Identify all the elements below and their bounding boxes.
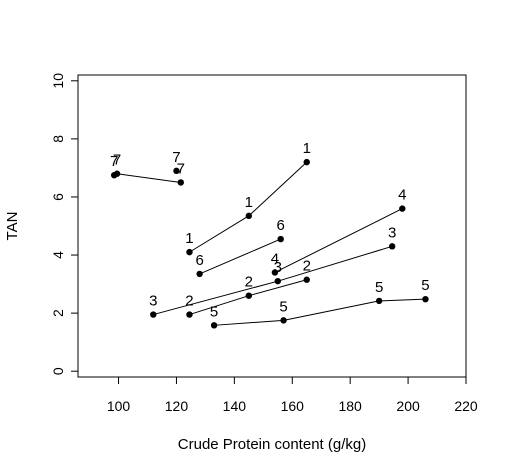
- series-line: [283, 300, 380, 321]
- series-line: [189, 215, 250, 253]
- y-tick-label: 0: [50, 367, 66, 375]
- y-axis: 0 2 4 6 8 10: [50, 73, 79, 375]
- data-point: [210, 322, 218, 329]
- data-point: [375, 297, 383, 305]
- point-label: 6: [277, 217, 285, 234]
- point-label: 2: [303, 258, 311, 275]
- data-point: [186, 248, 193, 256]
- point-label: 5: [210, 303, 218, 320]
- point-label: 5: [279, 298, 287, 315]
- y-tick-label: 4: [50, 251, 66, 259]
- y-tick-label: 6: [50, 193, 66, 201]
- series-line: [117, 173, 181, 183]
- x-axis-title: Crude Protein content (g/kg): [178, 436, 366, 453]
- series-line: [153, 280, 278, 316]
- point-label: 3: [388, 224, 396, 241]
- series-line: [199, 238, 281, 275]
- series-points: [110, 158, 429, 329]
- x-tick-label: 220: [454, 398, 478, 414]
- point-label: 3: [274, 259, 282, 276]
- data-point: [245, 212, 253, 220]
- point-label: 5: [375, 279, 383, 296]
- plot-frame: [77, 74, 467, 378]
- y-axis-title: TAN: [4, 212, 21, 241]
- x-axis: 100 120 140 160 180 200 220: [107, 376, 478, 414]
- data-point: [173, 167, 180, 175]
- x-tick-label: 100: [107, 398, 131, 414]
- x-tick-label: 160: [281, 398, 305, 414]
- point-label: 1: [303, 140, 311, 157]
- point-label: 3: [149, 293, 157, 310]
- data-point: [303, 158, 310, 166]
- point-label: 5: [421, 277, 429, 294]
- data-point: [113, 170, 121, 177]
- data-point: [399, 205, 406, 212]
- point-label: 7: [177, 160, 185, 177]
- point-label: 1: [185, 230, 193, 247]
- data-point: [271, 269, 279, 276]
- data-point: [274, 277, 281, 285]
- point-label: 2: [185, 293, 193, 310]
- series-line: [189, 295, 249, 316]
- data-point: [422, 295, 429, 303]
- series-lines: [117, 161, 426, 326]
- data-point: [186, 311, 193, 318]
- x-tick-label: 140: [223, 398, 247, 414]
- y-tick-label: 10: [50, 73, 66, 89]
- series-line: [277, 245, 393, 282]
- data-point: [280, 317, 287, 324]
- data-point: [303, 276, 310, 283]
- point-label: 1: [245, 194, 253, 211]
- data-point: [388, 243, 396, 250]
- series-line: [379, 298, 426, 302]
- point-label: 4: [398, 187, 406, 204]
- point-label: 7: [172, 149, 180, 166]
- data-point: [177, 179, 184, 186]
- y-tick-label: 2: [50, 309, 66, 317]
- series-line: [214, 319, 284, 326]
- point-label: 2: [245, 274, 253, 291]
- series-line: [248, 279, 307, 297]
- data-point: [196, 270, 203, 278]
- series-line: [248, 161, 308, 217]
- x-tick-label: 180: [338, 398, 362, 414]
- point-label: 7: [110, 153, 118, 170]
- data-point: [150, 311, 157, 318]
- point-label: 6: [195, 252, 203, 269]
- y-tick-label: 8: [50, 135, 66, 143]
- x-tick-label: 120: [165, 398, 189, 414]
- point-label: 7: [113, 152, 121, 169]
- point-label: 4: [271, 250, 279, 267]
- series-line: [274, 208, 403, 273]
- x-tick-label: 200: [396, 398, 420, 414]
- data-point: [245, 292, 253, 299]
- data-point: [277, 235, 284, 243]
